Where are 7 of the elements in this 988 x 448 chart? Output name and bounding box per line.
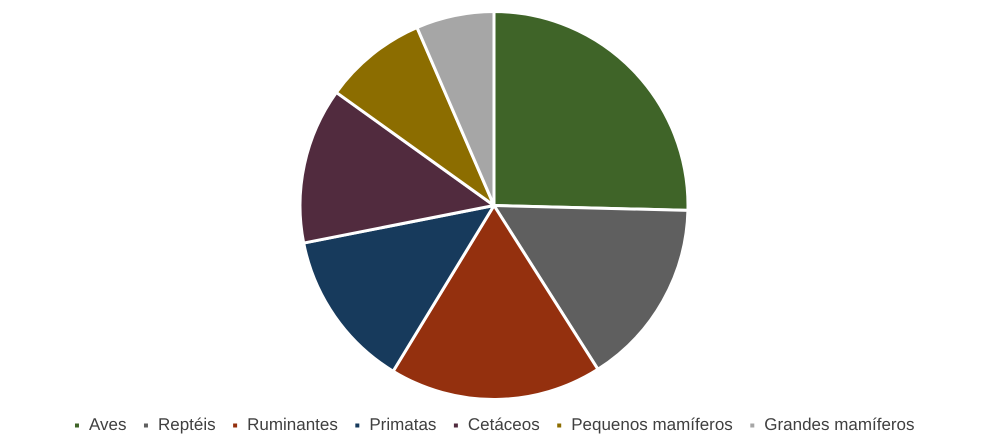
legend-label: Reptéis — [158, 415, 216, 434]
legend-label: Grandes mamíferos — [764, 415, 915, 434]
legend-label: Pequenos mamíferos — [571, 415, 733, 434]
legend-label: Primatas — [369, 415, 436, 434]
legend-label: Ruminantes — [247, 415, 338, 434]
legend-label: Cetáceos — [468, 415, 540, 434]
legend-label: Aves — [88, 415, 126, 434]
